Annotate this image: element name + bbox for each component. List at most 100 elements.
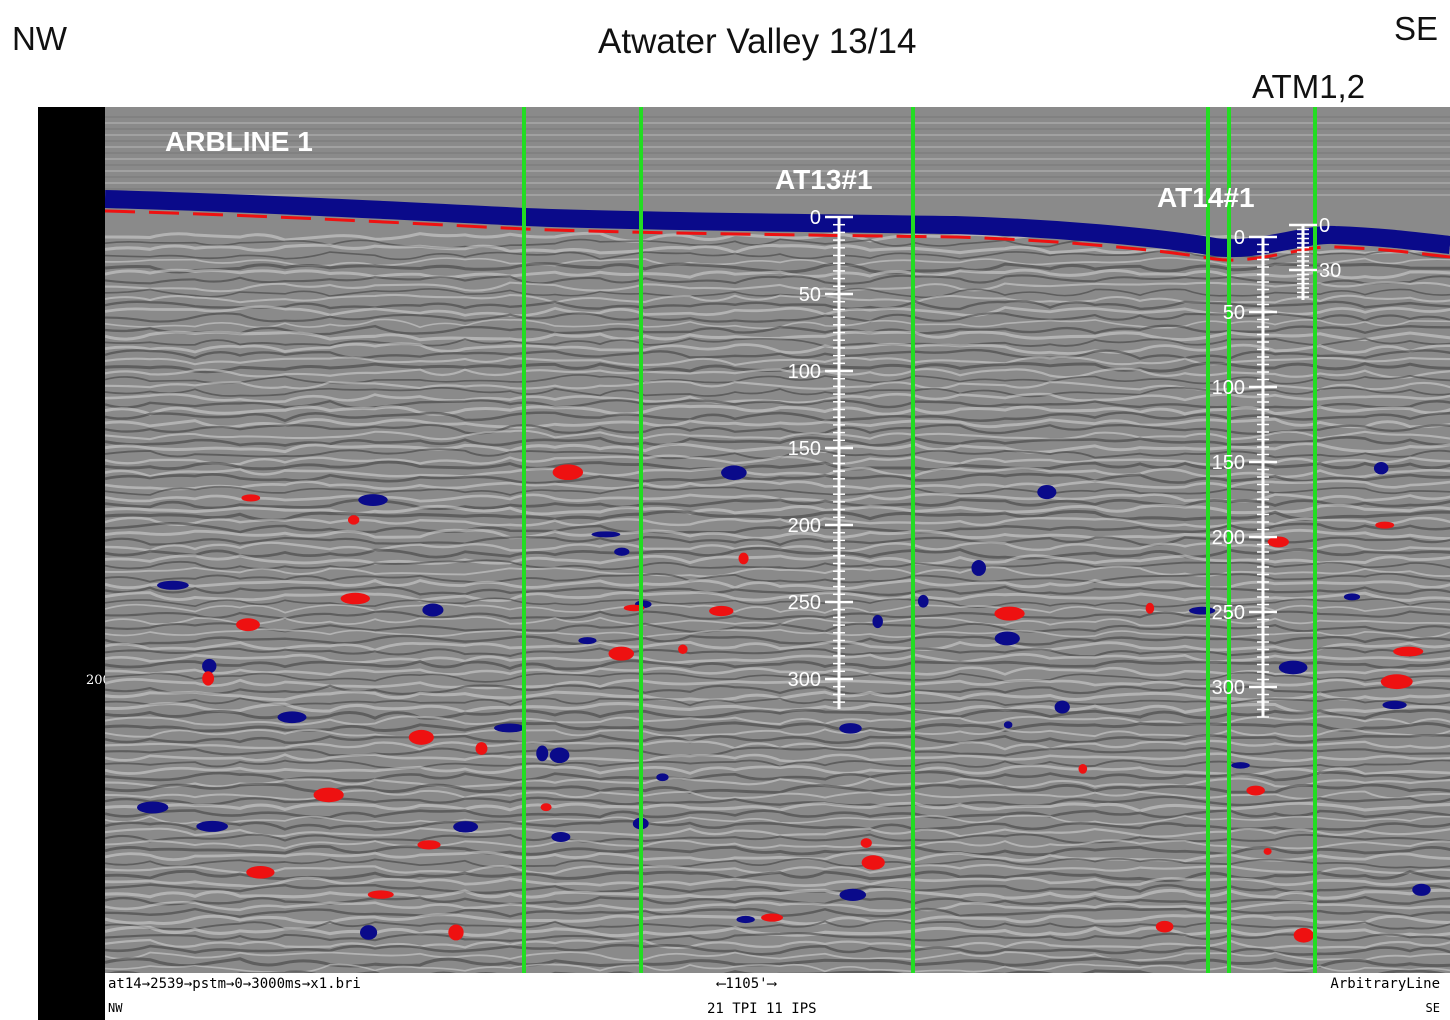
amplitude-blob xyxy=(348,515,360,525)
amplitude-blob xyxy=(1380,674,1413,690)
amplitude-blob xyxy=(839,888,867,901)
amplitude-blob xyxy=(861,855,885,870)
amplitude-blob xyxy=(358,494,388,506)
amplitude-blob xyxy=(1412,883,1431,896)
amplitude-blob xyxy=(241,494,261,502)
depth-scale-label: 100 xyxy=(788,361,821,383)
amplitude-blob xyxy=(994,631,1020,646)
depth-scale-label: 250 xyxy=(788,592,821,614)
nw-direction-label: NW xyxy=(12,20,67,57)
amplitude-blob xyxy=(578,637,597,645)
depth-scale-label: 300 xyxy=(1212,677,1245,699)
amplitude-blob xyxy=(551,831,571,843)
amplitude-blob xyxy=(202,658,217,674)
amplitude-blob xyxy=(917,594,929,608)
amplitude-blob xyxy=(839,723,862,734)
footer-horizontal-scale: ⟵1105'⟶ xyxy=(717,976,777,992)
time-axis-bar: 2000 xyxy=(38,107,119,1020)
amplitude-blob xyxy=(736,915,755,924)
amplitude-blob xyxy=(1037,485,1057,500)
amplitude-blob xyxy=(761,913,783,922)
depth-scale-label: 0 xyxy=(1234,227,1245,249)
amplitude-blob xyxy=(1267,536,1289,548)
well-at13-label: AT13#1 xyxy=(775,164,873,195)
amplitude-blob xyxy=(1263,847,1272,855)
amplitude-blob xyxy=(1373,462,1389,475)
amplitude-blob xyxy=(872,614,883,629)
amplitude-blob xyxy=(1155,920,1174,933)
depth-scale-label: 200 xyxy=(788,515,821,537)
amplitude-blob xyxy=(340,592,370,605)
amplitude-blob xyxy=(709,605,734,617)
amplitude-blob xyxy=(494,723,526,733)
footer-right-direction: SE xyxy=(1425,1001,1440,1015)
amplitude-blob xyxy=(656,773,669,782)
amplitude-blob xyxy=(1393,646,1424,657)
amplitude-blob xyxy=(860,838,872,848)
depth-scale-label: 250 xyxy=(1212,602,1245,624)
amplitude-blob xyxy=(367,890,394,899)
well-tie-lines xyxy=(522,107,1317,973)
amplitude-blob xyxy=(1278,660,1308,675)
amplitude-blob xyxy=(277,711,307,724)
depth-scale-label: 100 xyxy=(1212,377,1245,399)
amplitude-blob xyxy=(475,742,488,755)
depth-scale-label: 50 xyxy=(1223,302,1245,324)
page-title: Atwater Valley 13/14 xyxy=(598,22,917,61)
amplitude-blob xyxy=(1375,521,1395,529)
amplitude-blob xyxy=(157,580,189,590)
section-footer: at14→2539→pstm→0→3000ms→x1.bri NW ⟵1105'… xyxy=(105,973,1450,1020)
amplitude-blob xyxy=(678,644,688,654)
amplitude-blob xyxy=(552,464,584,481)
amplitude-blob xyxy=(971,559,986,576)
amplitude-blob xyxy=(721,465,747,481)
amplitude-blob xyxy=(608,646,635,661)
well-at14-depth-scale: 0 50 100 150 200 250 300 xyxy=(1212,227,1277,718)
amplitude-blob xyxy=(1246,785,1265,796)
seafloor-reflector xyxy=(105,190,1450,258)
amplitude-blob xyxy=(1382,700,1407,710)
well-at13-marker: AT13#1 0 50 100 150 200 250 300 xyxy=(775,164,873,709)
depth-scale-label: 200 xyxy=(1212,527,1245,549)
amplitude-blob xyxy=(448,924,464,941)
depth-scale-label: 50 xyxy=(799,284,821,306)
depth-scale-label: 0 xyxy=(810,207,821,229)
amplitude-blob xyxy=(1293,927,1314,943)
amplitude-blob xyxy=(359,925,378,940)
amplitude-blob xyxy=(738,552,749,565)
amplitude-blob xyxy=(1003,721,1013,729)
depth-scale-label: 0 xyxy=(1319,215,1330,237)
footer-tpi: 21 TPI 11 IPS xyxy=(707,1001,817,1017)
amplitude-blob xyxy=(453,821,479,833)
amplitude-blob xyxy=(417,840,441,850)
footer-line-type: ArbitraryLine xyxy=(1330,976,1440,992)
amplitude-blob xyxy=(1343,593,1361,601)
amplitude-blob xyxy=(549,747,570,764)
well-at14-label: AT14#1 xyxy=(1157,182,1255,213)
amplitude-blob xyxy=(136,801,169,814)
atm-well-label: ATM1,2 xyxy=(1252,68,1366,105)
footer-filename: at14→2539→pstm→0→3000ms→x1.bri xyxy=(108,976,361,992)
amplitude-blob xyxy=(196,820,228,832)
depth-scale-label: 30 xyxy=(1319,260,1341,282)
amplitude-blob xyxy=(591,531,621,538)
depth-scale-label: 150 xyxy=(1212,452,1245,474)
amplitude-blob xyxy=(422,603,444,617)
footer-left-direction: NW xyxy=(108,1001,123,1015)
amplitude-blob xyxy=(994,606,1025,621)
amplitude-blob xyxy=(236,618,260,632)
well-atm-depth-scale: 0 30 xyxy=(1289,215,1341,300)
amplitude-blob xyxy=(1231,762,1250,769)
amplitude-blob xyxy=(1054,700,1070,714)
amplitude-blob xyxy=(1145,602,1155,614)
amplitude-blob xyxy=(313,787,344,803)
depth-scale-label: 300 xyxy=(788,669,821,691)
amplitude-blob xyxy=(536,745,549,762)
seafloor-red-edge xyxy=(105,209,1450,262)
se-direction-label: SE xyxy=(1393,10,1438,47)
amplitude-blob xyxy=(1078,764,1088,774)
arbline-label: ARBLINE 1 xyxy=(165,126,313,157)
amplitude-blob xyxy=(246,865,275,879)
amplitude-blob xyxy=(540,803,552,812)
